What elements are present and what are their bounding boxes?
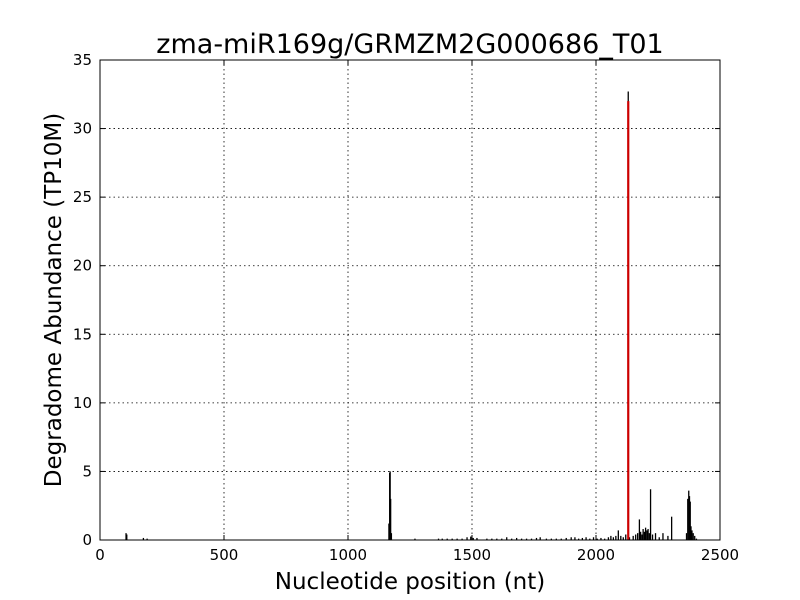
bars-layer xyxy=(125,91,698,540)
plot-frame xyxy=(99,59,721,541)
x-axis: 0 500 1000 1500 2000 2500 xyxy=(95,60,739,564)
y-tick-label: 10 xyxy=(73,394,92,412)
grid-lines xyxy=(100,60,720,540)
x-tick-label: 2500 xyxy=(701,546,739,564)
y-axis-title: Degradome Abundance (TP10M) xyxy=(41,113,67,487)
y-tick-label: 0 xyxy=(82,531,92,549)
x-tick-label: 2000 xyxy=(577,546,615,564)
x-tick-label: 0 xyxy=(95,546,105,564)
x-tick-label: 500 xyxy=(210,546,239,564)
y-tick-label: 30 xyxy=(73,120,92,138)
y-tick-label: 20 xyxy=(73,257,92,275)
y-tick-label: 5 xyxy=(82,462,92,480)
y-axis: 0 5 10 15 20 25 30 35 xyxy=(73,51,720,549)
x-axis-title: Nucleotide position (nt) xyxy=(275,569,545,595)
chart-title: zma-miR169g/GRMZM2G000686_T01 xyxy=(156,29,663,60)
y-tick-label: 35 xyxy=(73,51,92,69)
y-tick-label: 15 xyxy=(73,325,92,343)
x-tick-label: 1500 xyxy=(453,546,491,564)
x-tick-label: 1000 xyxy=(329,546,367,564)
y-tick-label: 25 xyxy=(73,188,92,206)
